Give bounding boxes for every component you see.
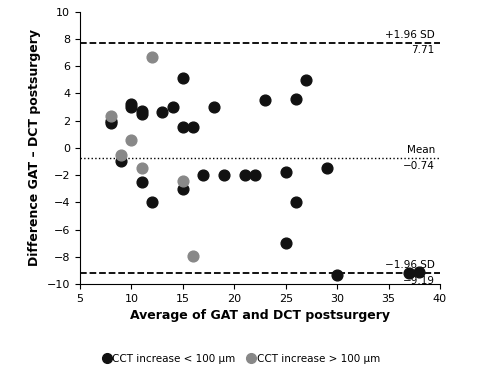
CCT increase < 100 μm <box>333 271 341 278</box>
CCT increase < 100 μm <box>251 172 259 178</box>
CCT increase < 100 μm <box>220 172 228 178</box>
CCT increase < 100 μm <box>302 77 310 83</box>
X-axis label: Average of GAT and DCT postsurgery: Average of GAT and DCT postsurgery <box>130 310 390 323</box>
Text: −9.19: −9.19 <box>403 276 435 286</box>
CCT increase < 100 μm <box>282 240 290 247</box>
Text: Mean: Mean <box>406 145 435 155</box>
CCT increase < 100 μm <box>240 172 248 178</box>
Text: −1.96 SD: −1.96 SD <box>385 260 435 270</box>
CCT increase < 100 μm <box>210 104 218 110</box>
CCT increase < 100 μm <box>148 199 156 205</box>
CCT increase < 100 μm <box>138 111 145 117</box>
Text: +1.96 SD: +1.96 SD <box>385 30 435 40</box>
CCT increase < 100 μm <box>179 75 187 81</box>
CCT increase < 100 μm <box>107 120 115 126</box>
CCT increase < 100 μm <box>128 104 136 110</box>
CCT increase > 100 μm <box>189 252 197 258</box>
CCT increase < 100 μm <box>128 101 136 107</box>
Legend: CCT increase < 100 μm, CCT increase > 100 μm: CCT increase < 100 μm, CCT increase > 10… <box>100 349 384 368</box>
CCT increase < 100 μm <box>405 270 413 276</box>
CCT increase < 100 μm <box>282 169 290 175</box>
CCT increase < 100 μm <box>292 199 300 205</box>
CCT increase > 100 μm <box>107 113 115 119</box>
Text: −0.74: −0.74 <box>403 161 435 170</box>
CCT increase < 100 μm <box>158 109 166 116</box>
CCT increase < 100 μm <box>323 165 331 171</box>
CCT increase > 100 μm <box>117 152 125 158</box>
CCT increase > 100 μm <box>148 53 156 60</box>
CCT increase < 100 μm <box>138 108 145 114</box>
CCT increase < 100 μm <box>200 172 207 178</box>
CCT increase < 100 μm <box>189 124 197 131</box>
CCT increase < 100 μm <box>292 96 300 102</box>
CCT increase < 100 μm <box>261 97 269 103</box>
CCT increase < 100 μm <box>416 269 424 275</box>
CCT increase < 100 μm <box>117 159 125 165</box>
CCT increase > 100 μm <box>138 165 145 171</box>
CCT increase > 100 μm <box>179 177 187 184</box>
CCT increase > 100 μm <box>128 137 136 143</box>
CCT increase < 100 μm <box>138 179 145 185</box>
CCT increase < 100 μm <box>168 104 176 110</box>
Y-axis label: Difference GAT – DCT postsurgery: Difference GAT – DCT postsurgery <box>28 29 42 266</box>
CCT increase < 100 μm <box>179 186 187 192</box>
CCT increase < 100 μm <box>107 118 115 124</box>
CCT increase < 100 μm <box>179 124 187 131</box>
Text: 7.71: 7.71 <box>412 45 435 55</box>
